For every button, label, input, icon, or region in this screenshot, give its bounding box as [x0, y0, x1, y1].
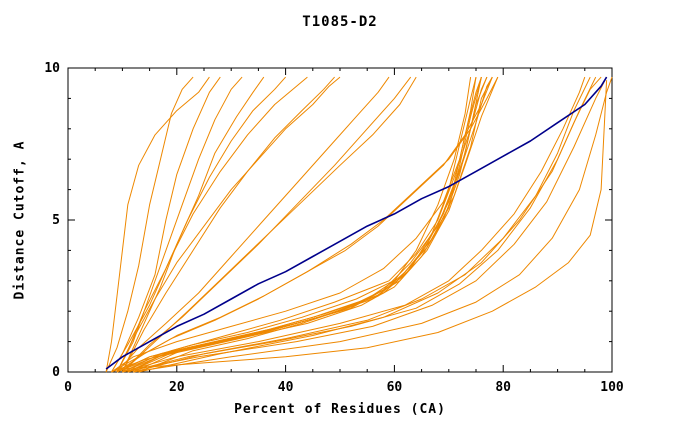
x-axis-label: Percent of Residues (CA): [234, 402, 446, 417]
y-tick-label: 0: [52, 365, 60, 380]
model-curve: [121, 76, 335, 373]
model-curve: [105, 76, 210, 373]
model-curve: [138, 76, 602, 373]
model-curve: [121, 76, 265, 373]
model-curve: [122, 76, 412, 373]
y-tick-label: 5: [52, 213, 60, 228]
model-curve: [105, 76, 194, 373]
reference-curve: [105, 76, 608, 370]
x-tick-label: 80: [495, 380, 511, 395]
x-tick-label: 100: [600, 380, 624, 395]
model-curve: [122, 76, 608, 373]
model-curve: [116, 76, 341, 373]
model-curve: [133, 76, 591, 373]
y-tick-label: 10: [44, 61, 60, 76]
model-curve: [127, 76, 488, 373]
x-tick-label: 0: [64, 380, 72, 395]
chart-title: T1085-D2: [302, 14, 378, 30]
model-curve: [122, 80, 608, 370]
model-curve: [122, 76, 586, 373]
model-curve: [116, 76, 243, 373]
model-curve: [116, 76, 286, 373]
model-curve: [116, 76, 482, 373]
model-curve: [116, 76, 390, 373]
model-curve: [138, 76, 499, 373]
model-curve: [133, 76, 613, 373]
model-curve: [111, 76, 308, 373]
x-tick-label: 20: [169, 380, 185, 395]
model-curve: [111, 77, 477, 373]
model-curve: [111, 76, 221, 373]
x-tick-label: 60: [387, 380, 403, 395]
x-tick-label: 40: [278, 380, 294, 395]
model-curve: [116, 76, 488, 373]
